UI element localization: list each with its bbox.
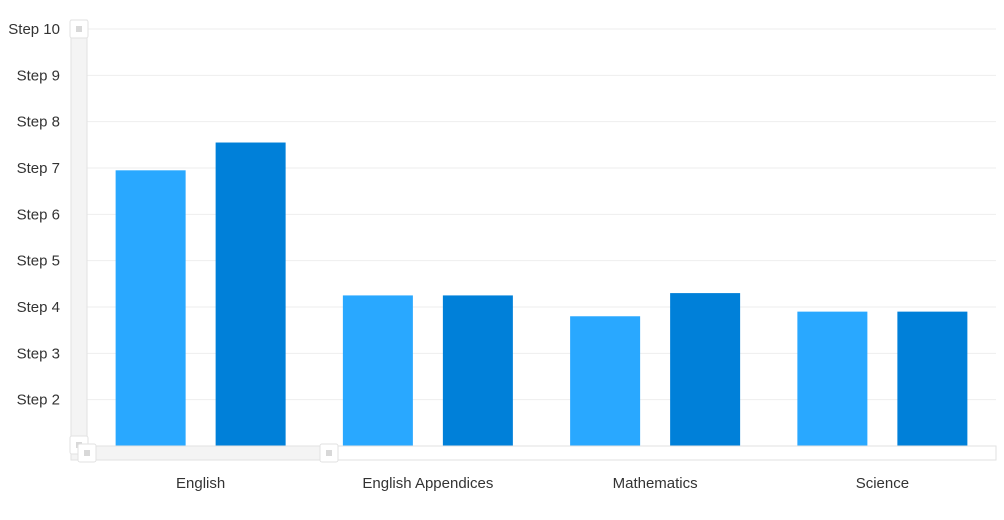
bar[interactable]: [115, 170, 186, 447]
y-axis-ticks: Step 2 Step 3 Step 4 Step 5 Step 6 Step 7 Step…: [8, 21, 60, 409]
bar[interactable]: [670, 293, 741, 446]
y-tick-label: Step 10: [8, 21, 60, 38]
y-tick-label: Step 4: [17, 299, 60, 316]
horizontal-scrollbar-right-handle-grip-icon: [326, 450, 332, 456]
bar[interactable]: [442, 295, 513, 446]
bar[interactable]: [342, 295, 413, 446]
bar[interactable]: [215, 142, 286, 446]
bar[interactable]: [797, 311, 868, 446]
y-tick-label: Step 6: [17, 206, 60, 223]
bar[interactable]: [570, 316, 641, 446]
vertical-scrollbar-top-handle-grip-icon: [76, 26, 82, 32]
vertical-scrollbar-track[interactable]: [70, 19, 88, 461]
horizontal-scrollbar-left-handle-grip-icon: [84, 450, 90, 456]
scrollbars: [69, 19, 997, 463]
y-tick-label: Step 9: [17, 67, 60, 84]
horizontal-scrollbar-left-handle[interactable]: [77, 443, 97, 463]
x-tick-label: Mathematics: [613, 475, 698, 492]
horizontal-scrollbar-right-handle[interactable]: [319, 443, 339, 463]
bars: [115, 142, 968, 447]
horizontal-scrollbar-remaining: [329, 445, 997, 461]
x-axis-ticks: English English Appendices Mathematics Scie…: [176, 475, 909, 492]
bar[interactable]: [897, 311, 968, 446]
y-tick-label: Step 2: [17, 392, 60, 409]
x-tick-label: English: [176, 475, 225, 492]
vertical-scrollbar-top-handle[interactable]: [69, 19, 89, 39]
y-tick-label: Step 8: [17, 114, 60, 131]
y-tick-label: Step 3: [17, 345, 60, 362]
x-tick-label: Science: [856, 475, 909, 492]
y-tick-label: Step 5: [17, 253, 60, 270]
y-tick-label: Step 7: [17, 160, 60, 177]
x-tick-label: English Appendices: [362, 475, 493, 492]
